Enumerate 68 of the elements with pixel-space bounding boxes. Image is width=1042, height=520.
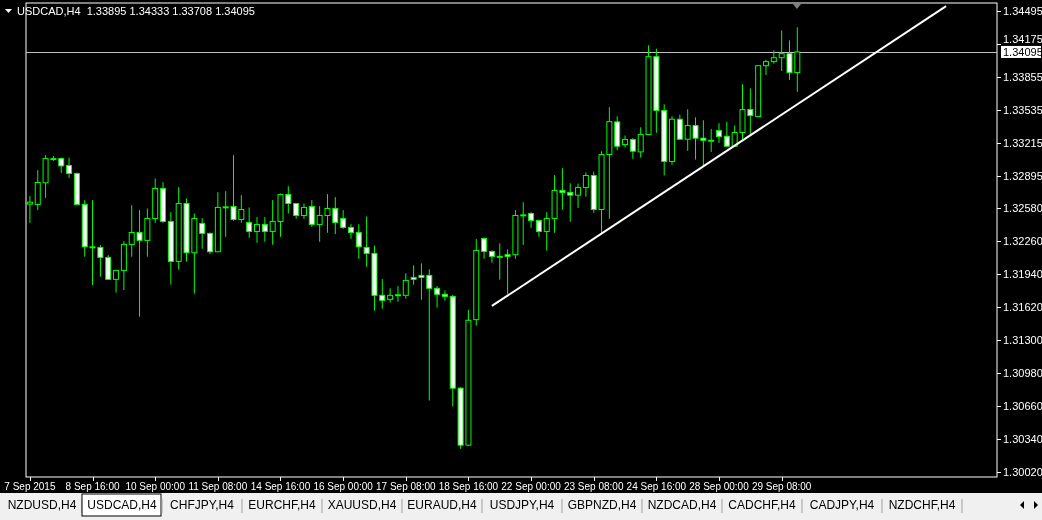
x-tick-label: 29 Sep 08:00 (751, 481, 812, 492)
y-tick-label: 1.32580 (1003, 202, 1042, 215)
y-tick-label: 1.32260 (1003, 235, 1042, 248)
candlestick (254, 216, 260, 244)
x-tick-label: 10 Sep 00:00 (125, 481, 186, 492)
y-tick-label: 1.31940 (1003, 268, 1042, 281)
candlestick (575, 183, 582, 209)
x-tick-label: 7 Sep 2015 (4, 481, 56, 492)
text: EURAUD,H4 (407, 498, 477, 512)
candlestick (207, 231, 214, 255)
text: GBPNZD,H4 (567, 498, 637, 512)
y-tick-label: 1.30980 (1003, 367, 1042, 380)
candlestick (246, 206, 253, 239)
text: NZDCHF,H4 (888, 498, 956, 512)
x-tick-label: 28 Sep 00:00 (689, 481, 750, 492)
x-tick-label: 16 Sep 00:00 (313, 481, 374, 492)
candlestick (629, 137, 636, 160)
candlestick (622, 135, 629, 149)
candlestick (66, 157, 73, 179)
text: CHFJPY,H4 (170, 498, 235, 512)
candlestick (481, 236, 488, 260)
y-tick-label: 1.33855 (1003, 71, 1042, 84)
candlestick (763, 59, 769, 76)
candlestick (402, 272, 409, 300)
chart-title: USDCAD,H4 1.33895 1.34333 1.33708 1.34095 (17, 5, 255, 17)
text: USDJPY,H4 (489, 498, 555, 512)
text: CADCHF,H4 (728, 498, 796, 512)
x-tick-label: 22 Sep 00:00 (501, 481, 562, 492)
text: EURCHF,H4 (248, 498, 316, 512)
candlestick (340, 209, 347, 230)
text: NZDCAD,H4 (647, 498, 717, 512)
candlestick (488, 249, 495, 264)
x-tick-label: 8 Sep 16:00 (65, 481, 120, 492)
candlestick (261, 216, 268, 243)
x-tick-label: 11 Sep 08:00 (188, 481, 248, 492)
y-tick-label: 1.30660 (1003, 400, 1042, 413)
candlestick (716, 122, 723, 144)
y-tick-label: 1.34495 (1003, 5, 1042, 18)
ref-line-label: 1.34095 (1003, 45, 1042, 58)
y-tick-label: 1.32895 (1003, 170, 1042, 183)
text: CADJPY,H4 (809, 498, 875, 512)
candlestick (113, 269, 120, 294)
candlestick (347, 223, 354, 240)
y-tick-label: 1.30340 (1003, 433, 1042, 446)
candlestick (723, 121, 730, 147)
y-tick-label: 1.34175 (1003, 32, 1042, 45)
candlestick (26, 195, 33, 224)
x-tick-label: 14 Sep 16:00 (250, 481, 311, 492)
y-tick-label: 1.31620 (1003, 301, 1042, 314)
x-tick-label: 23 Sep 08:00 (563, 481, 624, 492)
candlestick (528, 211, 535, 229)
candlestick (387, 287, 394, 304)
candlestick (582, 172, 589, 198)
y-tick-label: 1.31300 (1003, 334, 1042, 347)
y-tick-label: 1.30020 (1003, 466, 1042, 479)
y-tick-label: 1.33535 (1003, 104, 1042, 117)
candlestick (676, 114, 683, 140)
candlestick (441, 289, 448, 302)
candlestick (394, 285, 401, 303)
text: NZDUSD,H4 (7, 498, 77, 512)
candlestick (355, 223, 362, 260)
text: USDCAD,H4 (87, 498, 157, 512)
x-tick-label: 17 Sep 08:00 (376, 481, 436, 492)
text: XAUUSD,H4 (327, 498, 397, 512)
y-tick-label: 1.33215 (1003, 137, 1042, 150)
x-tick-label: 18 Sep 16:00 (438, 481, 499, 492)
x-tick-label: 24 Sep 16:00 (626, 481, 687, 492)
candlestick (434, 285, 441, 309)
